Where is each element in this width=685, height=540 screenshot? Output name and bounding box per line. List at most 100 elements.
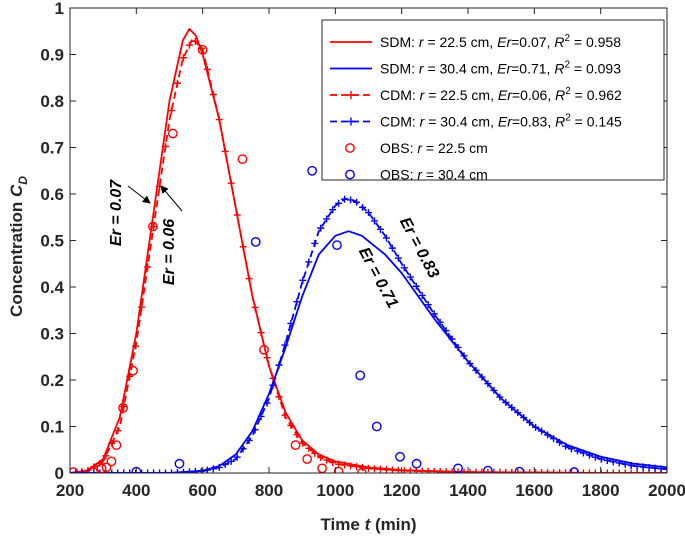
y-tick-label: 0.4: [40, 278, 64, 297]
series-marker: [114, 469, 122, 473]
annotation-er-006: Er = 0.06: [161, 219, 178, 285]
series-marker: [442, 468, 450, 473]
series-marker: [257, 329, 265, 337]
obs-point: [514, 466, 525, 473]
series-marker: [597, 469, 605, 473]
series-marker: [359, 464, 367, 472]
annotation-arrow-er-007: [127, 185, 151, 204]
series-marker: [591, 453, 599, 461]
series-marker: [394, 254, 402, 262]
series-marker: [179, 468, 187, 473]
x-tick-label: 600: [188, 481, 216, 500]
series-marker: [329, 459, 337, 467]
series-marker: [633, 462, 641, 470]
series-marker: [484, 380, 492, 388]
series-marker: [209, 90, 217, 98]
series-marker: [442, 327, 450, 335]
series-marker: [627, 461, 635, 469]
series-marker: [335, 199, 343, 207]
legend-label: CDM: r = 22.5 cm, Er=0.06, R2 = 0.962: [380, 86, 622, 103]
series-marker: [496, 393, 504, 401]
series-marker: [239, 445, 247, 453]
series-marker: [353, 463, 361, 471]
series-marker: [215, 463, 223, 471]
series-marker: [299, 276, 307, 284]
y-tick-label: 0.9: [40, 46, 64, 65]
y-tick-label: 0.1: [40, 418, 64, 437]
obs-point: [101, 462, 112, 473]
series-marker: [382, 234, 390, 242]
series-marker: [418, 467, 426, 473]
obs-point: [371, 421, 382, 432]
series-marker: [376, 465, 384, 473]
legend-marker: [347, 91, 355, 99]
series-marker: [406, 273, 414, 281]
series-marker: [275, 361, 283, 369]
y-tick-label: 0: [55, 464, 64, 483]
series-marker: [197, 467, 205, 473]
y-tick-label: 0.6: [40, 185, 64, 204]
obs-point: [148, 221, 158, 232]
series-marker: [573, 447, 581, 455]
series-marker: [603, 469, 611, 473]
obs-point: [70, 467, 79, 473]
obs-point: [118, 402, 128, 413]
series-marker: [370, 465, 378, 473]
obs-point: [302, 454, 313, 464]
series-marker: [514, 409, 522, 417]
series-marker: [299, 439, 307, 447]
legend-swatch: [345, 169, 355, 180]
series-marker: [347, 196, 355, 204]
legend-entry-2: SDM: r = 30.4 cm, Er=0.71, R2 = 0.093: [330, 60, 621, 77]
obs-point: [411, 458, 422, 469]
series-marker: [633, 469, 641, 473]
series-marker: [621, 460, 629, 468]
series-marker: [215, 116, 223, 124]
series-marker: [251, 426, 259, 434]
series-marker: [430, 310, 438, 318]
series-marker: [412, 467, 420, 473]
series-marker: [478, 373, 486, 381]
series-marker: [293, 298, 301, 306]
series-marker: [472, 366, 480, 374]
series-marker: [639, 469, 647, 473]
series-marker: [353, 198, 361, 206]
annotation-arrow-er-006: [160, 185, 183, 212]
y-tick-label: 0.2: [40, 371, 64, 390]
series-marker: [287, 421, 295, 429]
series-marker: [281, 411, 289, 419]
series-marker: [191, 37, 199, 45]
series-marker: [203, 466, 211, 473]
series-marker: [436, 318, 444, 326]
series-marker: [579, 449, 587, 457]
obs-point: [237, 154, 248, 165]
series-marker: [203, 65, 211, 73]
series-marker: [90, 469, 98, 473]
series-marker: [233, 211, 241, 219]
series-marker: [305, 258, 313, 266]
obs-point: [483, 465, 493, 473]
x-tick-label: 200: [56, 481, 84, 500]
obs-point: [333, 466, 344, 473]
series-marker: [609, 458, 617, 466]
series-marker: [281, 341, 289, 349]
series-line: [70, 37, 667, 473]
series-marker: [293, 431, 301, 439]
y-tick-label: 1: [55, 0, 64, 18]
series-marker: [185, 468, 193, 473]
series-marker: [609, 469, 617, 473]
series-marker: [227, 179, 235, 187]
legend-entry-6: OBS: r = 30.4 cm: [345, 167, 488, 183]
y-tick-label: 0.3: [40, 325, 64, 344]
legend-marker: [347, 117, 355, 126]
series-marker: [562, 442, 570, 450]
obs-point: [106, 456, 117, 467]
obs-point: [111, 440, 122, 450]
series-marker: [179, 54, 187, 62]
series-marker: [185, 41, 193, 49]
obs-point: [259, 344, 269, 355]
series-marker: [585, 451, 593, 459]
series-marker: [102, 452, 110, 460]
series-marker: [191, 468, 199, 473]
series-marker: [544, 431, 552, 439]
